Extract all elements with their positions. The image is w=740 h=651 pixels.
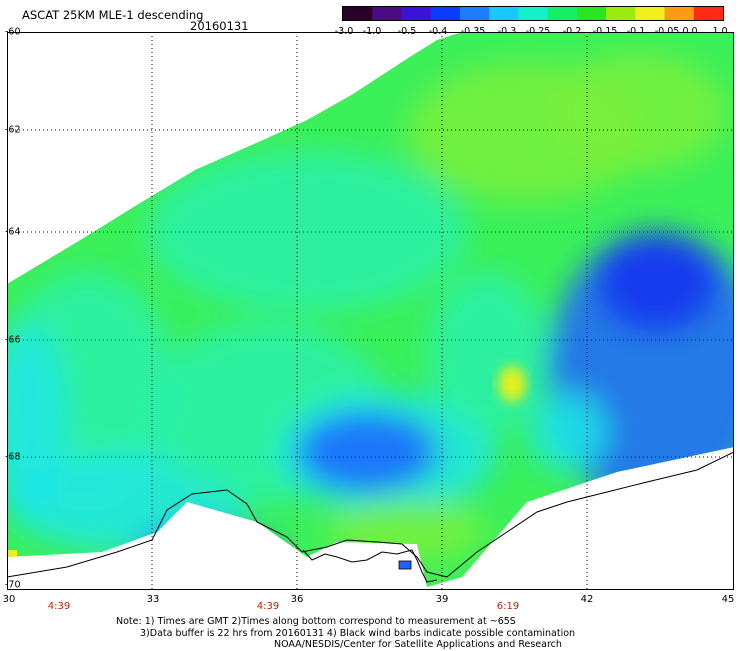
footnote-line-2: 3)Data buffer is 22 hrs from 20160131 4)… bbox=[140, 627, 576, 639]
colorbar-segment bbox=[372, 7, 402, 20]
product-date: 20160131 bbox=[190, 19, 249, 33]
colorbar-segment bbox=[693, 7, 723, 20]
map-plot[interactable] bbox=[7, 32, 734, 590]
longitude-label: 30 bbox=[2, 594, 16, 605]
longitude-label: 42 bbox=[580, 594, 594, 605]
lat-lon-grid bbox=[7, 32, 734, 590]
latitude-label: -70 bbox=[5, 579, 21, 591]
colorbar-tick-label: -0.3 bbox=[497, 26, 517, 37]
colorbar-segment bbox=[430, 7, 461, 20]
longitude-label: 36 bbox=[290, 594, 304, 605]
latitude-label: -66 bbox=[5, 334, 21, 346]
colorbar-tick-label: -0.25 bbox=[525, 26, 551, 37]
colorbar-tick-label: -0.2 bbox=[562, 26, 582, 37]
colorbar-tick-label: -0.5 bbox=[397, 26, 417, 37]
colorbar-segment bbox=[489, 7, 519, 20]
colorbar-tick-label: 0.0 bbox=[682, 26, 698, 37]
colorbar-segment bbox=[664, 7, 695, 20]
colorbar-segment bbox=[518, 7, 549, 20]
pass-time-label: 6:19 bbox=[496, 601, 520, 612]
colorbar-segment bbox=[459, 7, 490, 20]
product-title: ASCAT 25KM MLE-1 descending bbox=[22, 8, 204, 22]
colorbar-tick-label: -0.4 bbox=[428, 26, 448, 37]
colorbar-segment bbox=[343, 7, 373, 20]
colorbar-tick-label: -1.0 bbox=[362, 26, 382, 37]
colorbar-segment bbox=[576, 7, 607, 20]
wind-swath bbox=[7, 32, 734, 587]
colorbar-tick-label: 1.0 bbox=[712, 26, 728, 37]
colorbar-segment bbox=[635, 7, 666, 20]
map-frame bbox=[7, 32, 734, 590]
coastline bbox=[7, 451, 734, 583]
colorbar-tick-label: -0.1 bbox=[626, 26, 646, 37]
colorbar-segment bbox=[606, 7, 636, 20]
latitude-label: -62 bbox=[5, 124, 21, 136]
colorbar-segment bbox=[547, 7, 578, 20]
colorbar-tick-label: -3.0 bbox=[334, 26, 354, 37]
footnote: Note: 1) Times are GMT 2)Times along bot… bbox=[116, 616, 575, 651]
footnote-line-1: Note: 1) Times are GMT 2)Times along bot… bbox=[116, 616, 516, 627]
footnote-line-3: NOAA/NESDIS/Center for Satellite Applica… bbox=[274, 639, 562, 650]
colorbar bbox=[342, 6, 724, 21]
latitude-label: -64 bbox=[5, 226, 21, 238]
pass-time-label: 4:39 bbox=[47, 601, 71, 612]
colorbar-tick-label: -0.35 bbox=[460, 26, 486, 37]
colorbar-tick-label: -0.15 bbox=[592, 26, 618, 37]
latitude-label: -60 bbox=[5, 26, 21, 38]
longitude-label: 39 bbox=[435, 594, 449, 605]
longitude-label: 45 bbox=[721, 594, 735, 605]
colorbar-segment bbox=[401, 7, 432, 20]
longitude-label: 33 bbox=[146, 594, 160, 605]
colorbar-tick-label: -0.05 bbox=[654, 26, 680, 37]
pass-time-label: 4:39 bbox=[256, 601, 280, 612]
colorbar-labels: -3.0 -1.0 -0.5 -0.4 -0.35 -0.3 -0.25 -0.2 -0.15-… bbox=[330, 26, 740, 38]
latitude-label: -68 bbox=[5, 451, 21, 463]
